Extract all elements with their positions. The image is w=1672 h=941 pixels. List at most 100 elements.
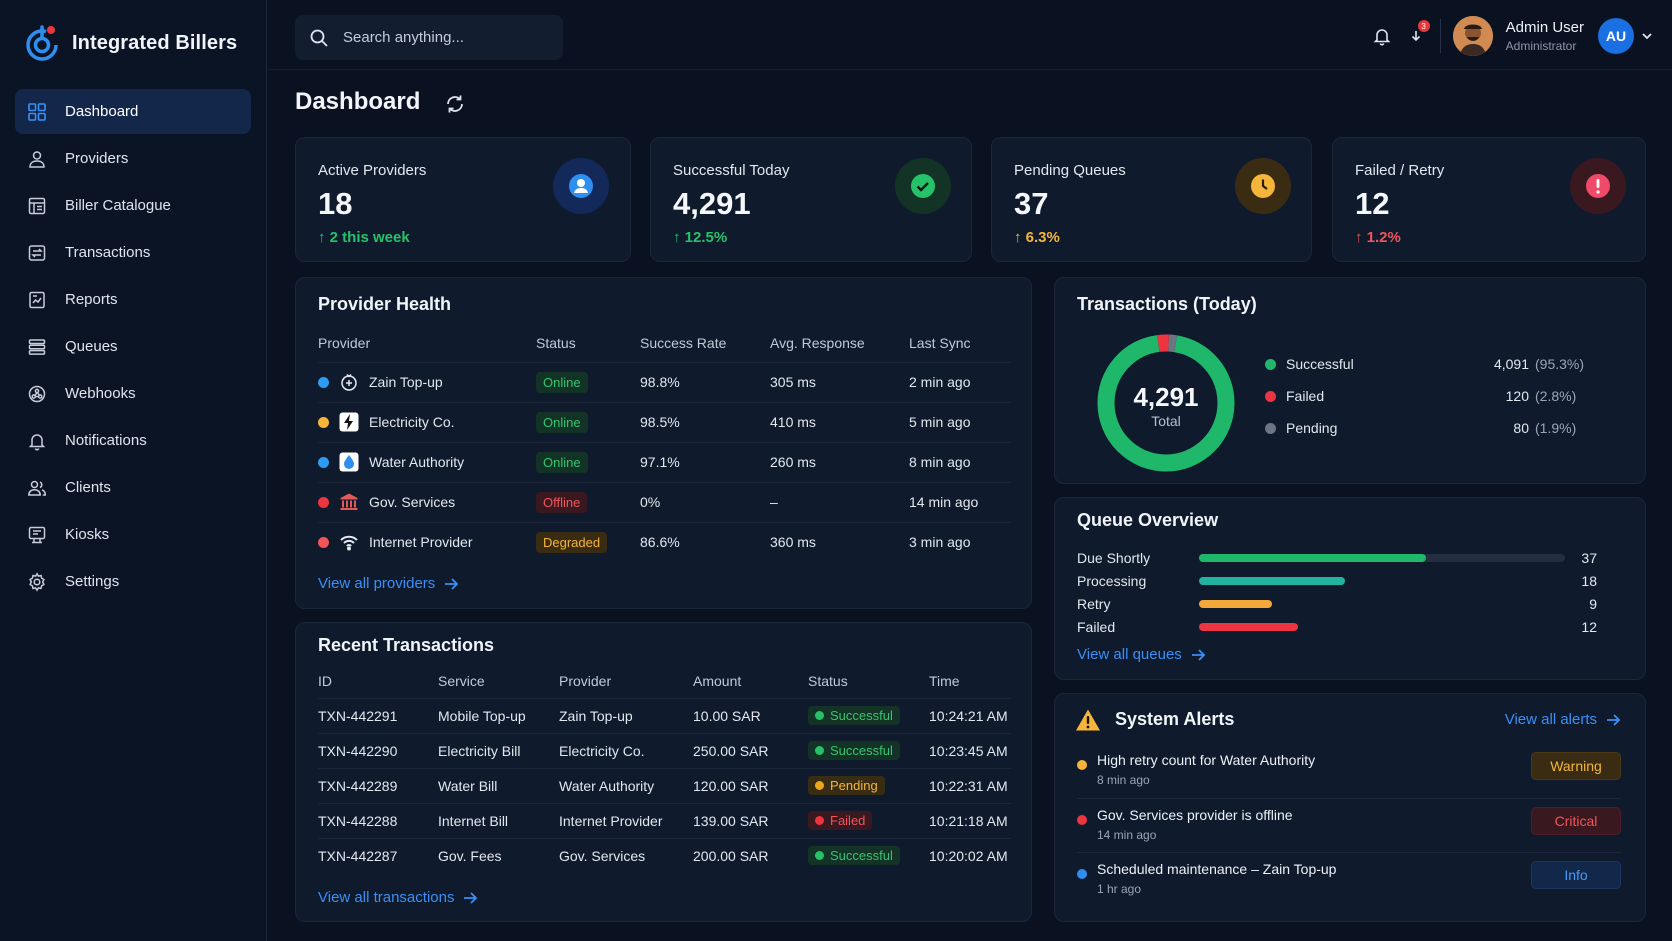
table-row[interactable]: Zain Top-up Online 98.8% 305 ms 2 min ag…: [318, 361, 1011, 402]
updates-button[interactable]: 3: [1402, 20, 1430, 50]
stat-card-pending-queues[interactable]: Pending Queues 37 ↑ 6.3%: [991, 137, 1312, 262]
sidebar-item-notifications[interactable]: Notifications: [15, 418, 251, 463]
provider-name: Gov. Services: [369, 494, 456, 510]
provider-name: Zain Top-up: [369, 374, 443, 390]
refresh-icon[interactable]: [443, 92, 467, 116]
sidebar-item-transactions[interactable]: Transactions: [15, 230, 251, 275]
table-row[interactable]: TXN-442289 Water Bill Water Authority 12…: [318, 767, 1011, 803]
alert-item[interactable]: High retry count for Water Authority 8 m…: [1077, 748, 1621, 802]
alert-item[interactable]: Scheduled maintenance – Zain Top-up 1 hr…: [1077, 857, 1621, 911]
stat-card-active-providers[interactable]: Active Providers 18 ↑ 2 this week: [295, 137, 631, 262]
column-header[interactable]: Provider: [318, 334, 371, 351]
last-sync: 8 min ago: [909, 441, 1011, 482]
sidebar-item-dashboard[interactable]: Dashboard: [15, 89, 251, 134]
legend-item: Failed 120 (2.8%): [1265, 380, 1585, 412]
column-header[interactable]: Status: [536, 334, 576, 351]
transaction-amount: 10.00 SAR: [693, 697, 808, 733]
column-header[interactable]: Status: [808, 673, 848, 690]
legend-item: Pending 80 (1.9%): [1265, 412, 1585, 444]
transaction-service: Mobile Top-up: [438, 697, 559, 733]
alert-item[interactable]: Gov. Services provider is offline 14 min…: [1077, 803, 1621, 857]
queue-bar-fill: [1199, 599, 1273, 608]
stat-icon-badge: [895, 158, 951, 214]
transaction-amount: 200.00 SAR: [693, 837, 808, 873]
queue-row[interactable]: Processing 18: [1077, 569, 1597, 592]
user-info[interactable]: Admin User Administrator: [1506, 19, 1584, 53]
table-row[interactable]: Gov. Services Offline 0% – 14 min ago: [318, 481, 1011, 522]
sidebar-item-biller-catalogue[interactable]: Biller Catalogue: [15, 183, 251, 228]
column-header[interactable]: Service: [438, 673, 485, 690]
transactions-donut-chart: 4,291 Total: [1097, 334, 1235, 472]
column-header[interactable]: Success Rate: [640, 334, 727, 351]
alert-title: High retry count for Water Authority: [1097, 752, 1316, 768]
top-bar: 3 Admin User Administrator AU: [267, 0, 1672, 70]
table-row[interactable]: Internet Provider Degraded 86.6% 360 ms …: [318, 521, 1011, 562]
card-title: Queue Overview: [1077, 510, 1219, 530]
status-badge: Degraded: [536, 531, 608, 553]
sidebar-item-settings[interactable]: Settings: [15, 559, 251, 604]
sidebar-item-webhooks[interactable]: Webhooks: [15, 371, 251, 416]
arrow-right-icon: [445, 577, 459, 590]
table-row[interactable]: Water Authority Online 97.1% 260 ms 8 mi…: [318, 441, 1011, 482]
sidebar-item-providers[interactable]: Providers: [15, 136, 251, 181]
column-header[interactable]: Provider: [559, 673, 612, 690]
stat-icon-badge: [1235, 158, 1291, 214]
sidebar-item-label: Queues: [65, 338, 118, 355]
transaction-amount: 120.00 SAR: [693, 767, 808, 803]
last-sync: 14 min ago: [909, 481, 1011, 522]
gear-icon: [29, 571, 45, 592]
transaction-time: 10:22:31 AM: [929, 767, 1011, 803]
provider-status-dot: [318, 496, 329, 508]
table-row[interactable]: TXN-442288 Internet Bill Internet Provid…: [318, 802, 1011, 838]
chevron-down-icon[interactable]: [1640, 29, 1654, 43]
column-header[interactable]: Avg. Response: [770, 334, 865, 351]
transaction-service: Electricity Bill: [438, 732, 559, 768]
view-all-queues-link[interactable]: View all queues: [1077, 646, 1206, 663]
link-label: View all queues: [1077, 646, 1182, 663]
view-all-transactions-link[interactable]: View all transactions: [318, 889, 478, 906]
status-badge: Successful: [808, 741, 900, 760]
alert-dot: [1077, 760, 1087, 770]
sidebar-item-reports[interactable]: Reports: [15, 277, 251, 322]
search-input[interactable]: [343, 29, 543, 46]
sidebar-item-queues[interactable]: Queues: [15, 324, 251, 369]
queue-row[interactable]: Retry 9: [1077, 592, 1597, 615]
table-row[interactable]: TXN-442290 Electricity Bill Electricity …: [318, 732, 1011, 768]
donut-segment-successful[interactable]: [1097, 334, 1235, 472]
view-all-providers-link[interactable]: View all providers: [318, 575, 459, 592]
transaction-id: TXN-442287: [318, 837, 438, 873]
column-header[interactable]: Amount: [693, 673, 742, 690]
queue-row[interactable]: Failed 12: [1077, 615, 1597, 638]
sidebar-item-label: Clients: [65, 479, 111, 496]
alert-severity-badge: Info: [1531, 861, 1621, 889]
transaction-provider: Water Authority: [559, 767, 693, 803]
transaction-provider: Gov. Services: [559, 837, 693, 873]
avatar[interactable]: [1452, 16, 1493, 56]
stat-card-successful-today[interactable]: Successful Today 4,291 ↑ 12.5%: [650, 137, 972, 262]
recent-transactions-card: Recent Transactions ID Service Provider …: [295, 622, 1032, 922]
sidebar-item-kiosks[interactable]: Kiosks: [15, 512, 251, 557]
notifications-button[interactable]: [1368, 22, 1396, 50]
column-header[interactable]: Last Sync: [909, 334, 971, 351]
user-initials-avatar[interactable]: AU: [1598, 18, 1634, 54]
alert-dot: [1077, 869, 1087, 879]
status-text: Successful: [830, 848, 893, 864]
column-header[interactable]: Time: [929, 673, 960, 690]
arrow-right-icon: [1607, 713, 1621, 726]
link-label: View all providers: [318, 575, 436, 592]
column-header[interactable]: ID: [318, 673, 332, 690]
view-all-alerts-link[interactable]: View all alerts: [1505, 711, 1621, 728]
page-title: Dashboard: [295, 88, 421, 115]
bank-building-icon: [339, 492, 359, 512]
table-row[interactable]: TXN-442287 Gov. Fees Gov. Services 200.0…: [318, 837, 1011, 873]
sidebar-item-label: Providers: [65, 150, 129, 167]
table-row[interactable]: TXN-442291 Mobile Top-up Zain Top-up 10.…: [318, 697, 1011, 733]
brand[interactable]: Integrated Billers: [24, 24, 237, 62]
queue-row[interactable]: Due Shortly 37: [1077, 546, 1597, 569]
sidebar-item-clients[interactable]: Clients: [15, 465, 251, 510]
transaction-provider: Internet Provider: [559, 802, 693, 838]
table-row[interactable]: Electricity Co. Online 98.5% 410 ms 5 mi…: [318, 401, 1011, 442]
status-text: Pending: [830, 778, 878, 793]
donut-segment-failed[interactable]: [1097, 334, 1235, 472]
stat-card-failed-retry[interactable]: Failed / Retry 12 ↑ 1.2%: [1332, 137, 1646, 262]
